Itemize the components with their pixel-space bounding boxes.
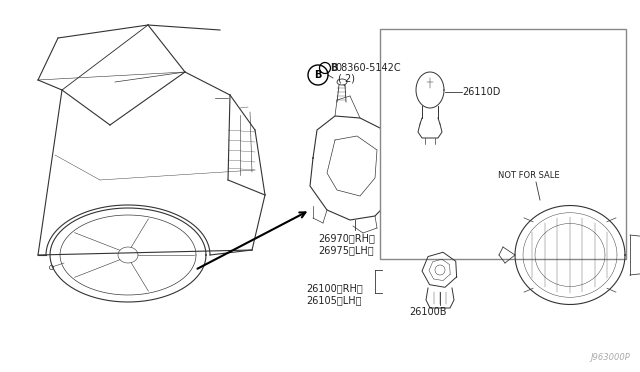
Circle shape [435, 265, 445, 275]
Text: 26105〈LH〉: 26105〈LH〉 [306, 295, 362, 305]
Text: 26100〈RH〉: 26100〈RH〉 [306, 283, 363, 293]
Text: 26975〈LH〉: 26975〈LH〉 [318, 245, 374, 255]
Text: B: B [314, 70, 322, 80]
Text: B: B [330, 63, 337, 73]
Bar [380, 29, 626, 259]
Text: 26970〈RH〉: 26970〈RH〉 [318, 233, 375, 243]
Text: J963000P: J963000P [590, 353, 630, 362]
Ellipse shape [337, 79, 347, 85]
Text: 26110D: 26110D [462, 87, 500, 97]
Text: NOT FOR SALE: NOT FOR SALE [498, 170, 559, 180]
Text: 08360-5142C: 08360-5142C [335, 63, 401, 73]
Text: 26100B: 26100B [409, 307, 447, 317]
Text: ( 2): ( 2) [338, 73, 355, 83]
